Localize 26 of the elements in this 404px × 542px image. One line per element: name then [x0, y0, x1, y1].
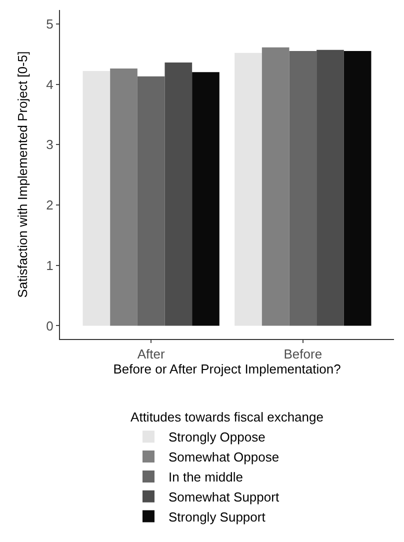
bar	[137, 76, 165, 326]
y-tick-label: 0	[46, 318, 54, 334]
bar	[164, 62, 192, 326]
x-axis-title: Before or After Project Implementation?	[113, 362, 341, 377]
y-tick-label: 2	[46, 198, 54, 213]
bar	[262, 47, 290, 326]
legend-title: Attitudes towards fiscal exchange	[130, 410, 324, 425]
y-tick-label: 1	[46, 258, 54, 273]
bar	[82, 70, 110, 326]
x-tick-label: After	[137, 346, 166, 362]
legend-label: In the middle	[168, 470, 243, 485]
x-tick-label: Before	[284, 346, 322, 362]
bar	[344, 51, 372, 326]
legend-label: Somewhat Oppose	[168, 450, 280, 465]
bar	[234, 52, 262, 326]
y-tick-label: 4	[46, 76, 54, 92]
legend-label: Somewhat Support	[168, 489, 280, 504]
legend-label: Strongly Support	[168, 509, 266, 524]
bar	[110, 68, 138, 326]
y-axis-title: Satisfaction with Implemented Project [0-5]	[15, 51, 30, 298]
bar	[289, 51, 317, 326]
bar	[192, 72, 220, 326]
bar	[316, 50, 344, 326]
legend-label: Strongly Oppose	[168, 430, 266, 445]
y-tick-label: 3	[46, 137, 54, 152]
y-tick-label: 5	[46, 16, 54, 32]
